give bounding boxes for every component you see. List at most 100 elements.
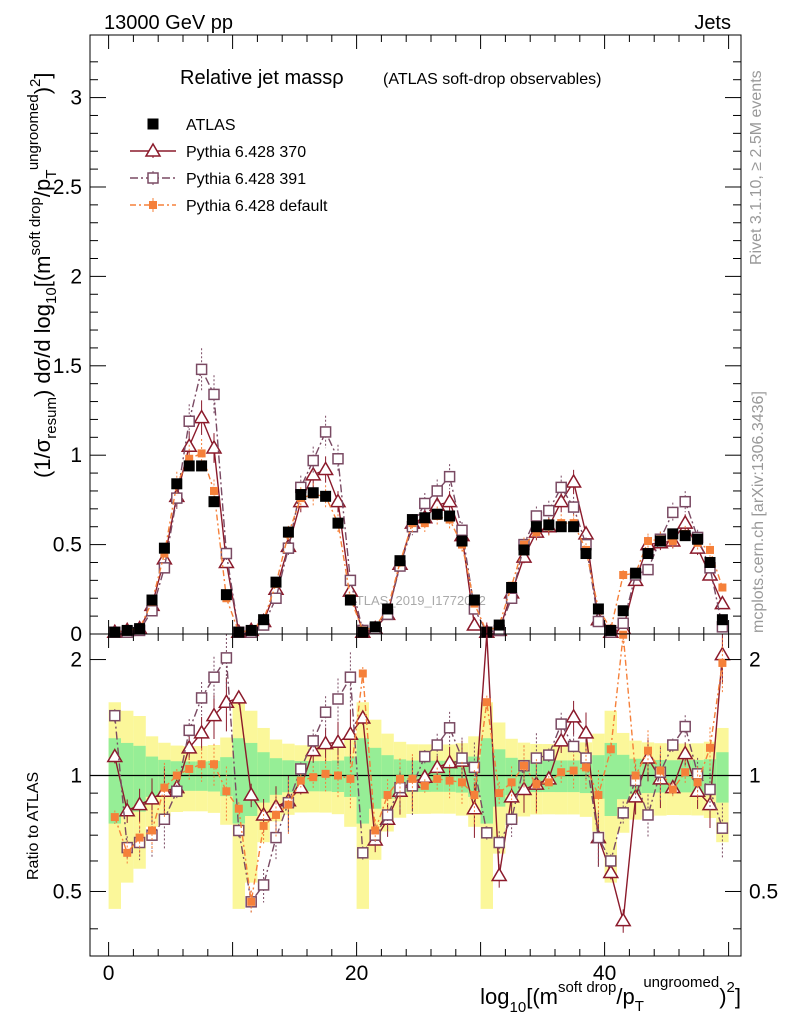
data-point [456, 535, 468, 547]
header-right: Jets [694, 12, 731, 34]
data-point [110, 813, 119, 822]
series-line [114, 634, 724, 902]
stat-band [232, 738, 245, 824]
stat-band [145, 756, 159, 797]
data-point [329, 733, 347, 748]
data-point [582, 763, 590, 772]
data-point [568, 521, 580, 533]
data-point [676, 514, 694, 529]
upper-series-group [106, 348, 731, 638]
ratio-tick-label-left: 2 [70, 649, 82, 672]
data-point [619, 630, 628, 639]
y-axis-label-upper: (1/σresum) dσ/d log10[(msoft drop/pTungr… [25, 72, 60, 478]
stat-band [195, 761, 208, 791]
stat-band [133, 745, 146, 812]
data-point [716, 822, 729, 834]
data-point [346, 774, 355, 783]
data-point [679, 530, 691, 542]
data-point [565, 708, 582, 723]
data-point [406, 514, 418, 526]
data-point [676, 745, 694, 760]
data-point [606, 745, 615, 754]
data-point [123, 848, 132, 857]
data-point [482, 698, 491, 707]
data-point [431, 508, 443, 520]
data-point [158, 562, 171, 574]
data-point [220, 547, 233, 560]
legend-item: Pythia 6.428 370 [130, 142, 306, 161]
data-point [197, 449, 206, 458]
data-point [270, 592, 282, 604]
data-point [679, 720, 691, 733]
data-point [592, 615, 605, 628]
data-point [134, 623, 146, 635]
data-point [506, 582, 518, 594]
data-point [220, 589, 232, 601]
data-point [121, 624, 133, 636]
data-point [520, 761, 528, 770]
data-point [196, 460, 208, 472]
data-point [507, 778, 516, 787]
data-point [518, 544, 530, 556]
data-point [679, 495, 691, 508]
data-point [716, 614, 728, 626]
data-point [605, 624, 617, 636]
legend-label: Pythia 6.428 default [186, 198, 328, 215]
data-point [195, 692, 208, 704]
data-point [552, 732, 570, 747]
data-point [332, 693, 344, 705]
data-point [242, 786, 260, 801]
data-point [195, 363, 208, 376]
data-point [617, 605, 629, 617]
data-point [408, 774, 417, 783]
data-point [109, 626, 121, 638]
data-point [654, 535, 666, 547]
data-point [284, 800, 293, 809]
data-point [617, 807, 629, 819]
y-tick-label: 0.5 [53, 534, 82, 557]
data-point [358, 669, 367, 678]
data-point [692, 533, 704, 545]
y-tick-label: 2 [70, 265, 82, 288]
axis-tick-labels: 0 20 40 0 0.5 1 1.5 2 2.5 3 0.5 0.5 1 1 2 2 [53, 87, 778, 985]
data-point [580, 752, 592, 764]
data-point [233, 626, 245, 638]
data-point [714, 595, 731, 610]
ratio-series-group [106, 622, 731, 933]
data-point [270, 831, 282, 844]
data-point [458, 778, 466, 787]
ratio-tick-label-left: 0.5 [53, 880, 82, 903]
data-point [344, 671, 357, 683]
data-point [555, 521, 567, 533]
stat-band [604, 742, 617, 816]
data-point [193, 409, 210, 424]
data-point [296, 776, 305, 785]
data-point [257, 879, 270, 891]
data-point [208, 496, 220, 508]
data-point [172, 771, 181, 780]
data-point [468, 594, 480, 606]
data-point [419, 512, 431, 524]
data-point [309, 773, 318, 782]
data-point [552, 493, 570, 508]
x-axis-label: log10[(msoft drop/pTungroomed)2] [480, 974, 741, 1016]
data-point [247, 897, 256, 906]
data-point [259, 821, 268, 830]
legend-marker [147, 172, 159, 184]
lower-panel-frame [89, 633, 742, 957]
data-point [319, 426, 332, 438]
data-point [706, 743, 714, 752]
data-point [329, 493, 347, 508]
data-point [171, 785, 183, 798]
data-point [456, 752, 468, 764]
data-point [555, 481, 567, 494]
stat-band [381, 755, 394, 799]
x-tick-label: 0 [103, 962, 115, 985]
data-point [642, 548, 654, 560]
data-point [185, 454, 194, 463]
data-point [135, 833, 144, 842]
data-point [704, 783, 716, 796]
data-point [481, 827, 493, 839]
data-point [208, 671, 220, 683]
